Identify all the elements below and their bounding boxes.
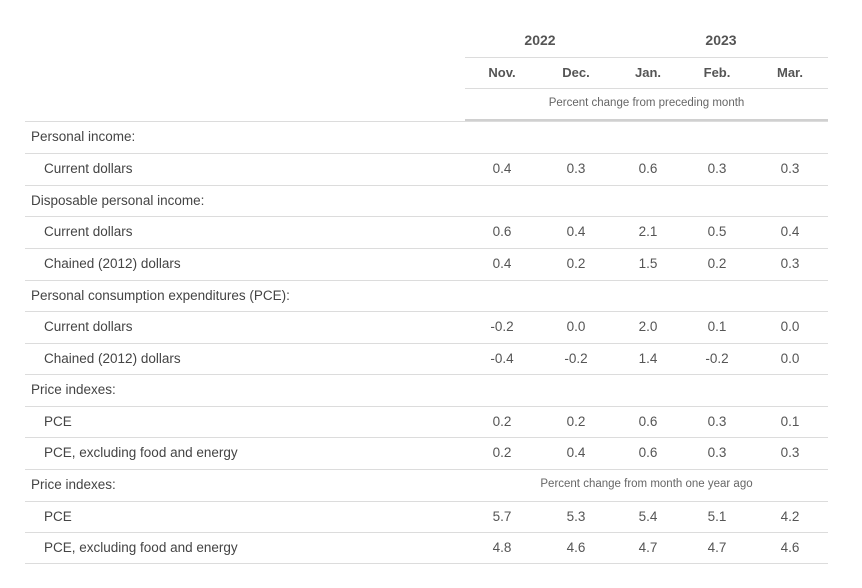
row-category-label: Personal consumption expenditures (PCE): bbox=[31, 288, 290, 303]
table-row: Personal consumption expenditures (PCE): bbox=[25, 280, 828, 311]
month-divider bbox=[465, 88, 828, 89]
row-note: Percent change from month one year ago bbox=[540, 478, 753, 490]
table-cell: 0.4 bbox=[492, 256, 512, 271]
table-cell: 0.2 bbox=[492, 445, 512, 460]
table-row: PCE 0.2 0.2 0.6 0.3 0.1 bbox=[25, 406, 828, 437]
table-cell: 0.3 bbox=[707, 414, 727, 429]
table-row: Price indexes: Percent change from month … bbox=[25, 469, 828, 500]
table-cell: 1.5 bbox=[638, 256, 658, 271]
table-cell: 5.4 bbox=[638, 509, 658, 524]
year-2023: 2023 bbox=[705, 32, 737, 48]
table-cell: 4.7 bbox=[707, 540, 727, 555]
row-category-label: Disposable personal income: bbox=[31, 193, 205, 208]
table-cell: -0.2 bbox=[564, 351, 588, 366]
table-cell: 0.1 bbox=[780, 414, 800, 429]
table-cell: 0.5 bbox=[707, 224, 727, 239]
row-label: Chained (2012) dollars bbox=[44, 351, 181, 366]
table-cell: 0.6 bbox=[638, 445, 658, 460]
table-cell: 0.0 bbox=[780, 319, 800, 334]
row-label: PCE bbox=[44, 509, 72, 524]
row-category-label: Price indexes: bbox=[31, 382, 116, 397]
table-cell: 0.6 bbox=[492, 224, 512, 239]
table-row: PCE, excluding food and energy 0.2 0.4 0.6 0… bbox=[25, 437, 828, 468]
table-cell: 0.4 bbox=[780, 224, 800, 239]
table-cell: 0.4 bbox=[492, 161, 512, 176]
table-cell: 5.7 bbox=[492, 509, 512, 524]
table-cell: 0.2 bbox=[566, 414, 586, 429]
month-dec: Dec. bbox=[562, 65, 590, 80]
table-cell: 2.0 bbox=[638, 319, 658, 334]
table-cell: 0.2 bbox=[707, 256, 727, 271]
table-cell: 0.2 bbox=[492, 414, 512, 429]
month-jan: Jan. bbox=[634, 65, 661, 80]
month-nov: Nov. bbox=[488, 65, 516, 80]
table-cell: 0.6 bbox=[638, 161, 658, 176]
table-cell: -0.4 bbox=[490, 351, 514, 366]
table-cell: 0.0 bbox=[566, 319, 586, 334]
table-cell: 0.3 bbox=[780, 161, 800, 176]
row-label: PCE, excluding food and energy bbox=[44, 445, 238, 460]
table-cell: 4.6 bbox=[566, 540, 586, 555]
table-row: Current dollars -0.2 0.0 2.0 0.1 0.0 bbox=[25, 311, 828, 342]
table-row: Chained (2012) dollars 0.4 0.2 1.5 0.2 0.3 bbox=[25, 248, 828, 279]
table-cell: 0.2 bbox=[566, 256, 586, 271]
row-category-label: Personal income: bbox=[31, 129, 136, 144]
table-cell: 4.7 bbox=[638, 540, 658, 555]
table-cell: 5.3 bbox=[566, 509, 586, 524]
row-label: PCE bbox=[44, 414, 72, 429]
table-cell: 5.1 bbox=[707, 509, 727, 524]
row-label: Chained (2012) dollars bbox=[44, 256, 181, 271]
table-cell: 0.4 bbox=[566, 445, 586, 460]
table-cell: 1.4 bbox=[638, 351, 658, 366]
table-cell: 0.3 bbox=[780, 445, 800, 460]
row-label: Current dollars bbox=[44, 161, 133, 176]
table-cell: -0.2 bbox=[705, 351, 729, 366]
table-row: Personal income: bbox=[25, 121, 828, 152]
table-cell: 2.1 bbox=[638, 224, 658, 239]
table-cell: 4.8 bbox=[492, 540, 512, 555]
year-divider bbox=[465, 57, 828, 58]
table-row: PCE, excluding food and energy 4.8 4.6 4.7 4… bbox=[25, 532, 828, 563]
month-mar: Mar. bbox=[776, 65, 803, 80]
table-cell: 0.4 bbox=[566, 224, 586, 239]
row-label: Current dollars bbox=[44, 319, 133, 334]
table-bottom-rule bbox=[25, 563, 828, 564]
table-row: Current dollars 0.4 0.3 0.6 0.3 0.3 bbox=[25, 153, 828, 184]
table-cell: -0.2 bbox=[490, 319, 514, 334]
table-row: Price indexes: bbox=[25, 374, 828, 405]
year-2022: 2022 bbox=[524, 32, 556, 48]
table-cell: 0.3 bbox=[780, 256, 800, 271]
table-row: Current dollars 0.6 0.4 2.1 0.5 0.4 bbox=[25, 216, 828, 247]
table-cell: 4.2 bbox=[780, 509, 800, 524]
table-cell: 4.6 bbox=[780, 540, 800, 555]
month-feb: Feb. bbox=[703, 65, 731, 80]
table-cell: 0.1 bbox=[707, 319, 727, 334]
table-row: Chained (2012) dollars -0.4 -0.2 1.4 -0.2 0.0 bbox=[25, 343, 828, 374]
row-category-label: Price indexes: bbox=[31, 477, 116, 492]
row-label: Current dollars bbox=[44, 224, 133, 239]
header-rule bbox=[465, 119, 828, 121]
table-cell: 0.3 bbox=[707, 445, 727, 460]
table-cell: 0.3 bbox=[566, 161, 586, 176]
table-row: Disposable personal income: bbox=[25, 185, 828, 216]
subtitle-note: Percent change from preceding month bbox=[548, 97, 745, 109]
row-label: PCE, excluding food and energy bbox=[44, 540, 238, 555]
table-cell: 0.3 bbox=[707, 161, 727, 176]
table-cell: 0.6 bbox=[638, 414, 658, 429]
table-row: PCE 5.7 5.3 5.4 5.1 4.2 bbox=[25, 501, 828, 532]
table-cell: 0.0 bbox=[780, 351, 800, 366]
